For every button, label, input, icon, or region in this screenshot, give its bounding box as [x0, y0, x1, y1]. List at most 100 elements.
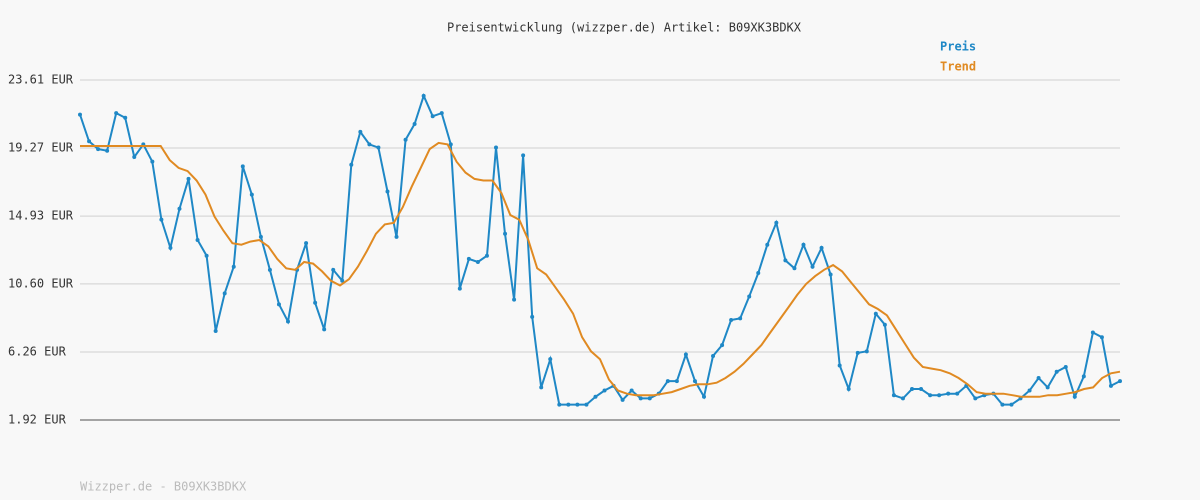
point: [114, 111, 119, 116]
point: [566, 402, 571, 407]
point: [267, 267, 272, 272]
point: [584, 402, 589, 407]
point: [774, 220, 779, 225]
point: [159, 217, 164, 222]
point: [702, 394, 706, 399]
point: [1009, 402, 1014, 407]
point: [973, 396, 978, 401]
point: [1036, 375, 1041, 380]
point: [729, 317, 734, 322]
point: [647, 396, 652, 401]
point: [286, 319, 290, 324]
y-tick-label: 10.60 EUR: [8, 276, 74, 290]
point: [276, 302, 281, 307]
point: [1027, 388, 1032, 393]
point: [539, 385, 544, 390]
point: [593, 394, 598, 399]
point: [439, 111, 444, 116]
point: [530, 314, 535, 319]
point: [123, 115, 128, 120]
point: [1063, 365, 1068, 370]
point: [349, 162, 354, 167]
point: [882, 322, 887, 327]
point: [457, 286, 462, 291]
point: [105, 148, 110, 153]
point: [1090, 330, 1095, 335]
point: [96, 147, 101, 152]
point: [765, 242, 770, 247]
point: [521, 153, 526, 158]
point: [186, 176, 191, 181]
point: [792, 266, 797, 271]
point: [475, 259, 480, 264]
point: [213, 328, 218, 333]
point: [1054, 369, 1059, 374]
point: [466, 256, 471, 261]
point: [873, 311, 878, 316]
series-line: [80, 141, 1121, 398]
point: [575, 402, 580, 407]
point: [837, 363, 842, 368]
legend-label: Trend: [940, 60, 976, 74]
point: [1000, 402, 1005, 407]
y-tick-label: 14.93 EUR: [8, 209, 74, 223]
point: [946, 391, 951, 396]
y-tick-label: 6.26 EUR: [8, 344, 67, 358]
point: [258, 234, 263, 239]
point: [683, 352, 688, 357]
point: [548, 357, 553, 362]
point: [629, 388, 634, 393]
point: [240, 164, 245, 169]
point: [1108, 383, 1113, 388]
point: [304, 241, 309, 246]
point: [692, 379, 697, 384]
point: [620, 397, 625, 402]
point: [150, 159, 155, 164]
point: [900, 396, 905, 401]
point: [855, 350, 860, 355]
point: [322, 327, 327, 332]
y-tick-label: 23.61 EUR: [8, 73, 74, 87]
point: [195, 238, 200, 243]
point: [313, 300, 318, 305]
point: [919, 386, 924, 391]
point: [385, 189, 390, 194]
point: [846, 386, 851, 391]
point: [801, 242, 806, 247]
legend-label: Preis: [940, 40, 976, 54]
point: [665, 379, 670, 384]
point: [674, 379, 679, 384]
point: [494, 145, 498, 150]
point: [557, 402, 562, 407]
point: [503, 231, 508, 236]
point: [421, 93, 426, 98]
point: [756, 270, 761, 275]
y-tick-label: 19.27 EUR: [8, 141, 74, 155]
point: [937, 393, 942, 398]
footer: Wizzper.de - B09XK3BDKX: [80, 480, 247, 494]
point: [1081, 374, 1086, 379]
point: [340, 278, 345, 283]
point: [828, 272, 833, 277]
point: [955, 391, 960, 396]
point: [1118, 379, 1122, 384]
point: [367, 142, 372, 147]
point: [448, 142, 453, 147]
point: [484, 253, 489, 258]
point: [1045, 385, 1050, 390]
point: [394, 234, 399, 239]
point: [177, 206, 182, 211]
point: [331, 267, 336, 272]
point: [638, 396, 643, 401]
point: [168, 245, 173, 250]
point: [864, 349, 869, 354]
point: [512, 297, 517, 302]
y-tick-label: 1.92 EUR: [8, 413, 67, 427]
point: [78, 112, 82, 117]
point: [1099, 335, 1104, 340]
chart-title: Preisentwicklung (wizzper.de) Artikel: B…: [447, 21, 802, 35]
point: [910, 386, 914, 391]
point: [1072, 394, 1077, 399]
point: [412, 122, 417, 127]
